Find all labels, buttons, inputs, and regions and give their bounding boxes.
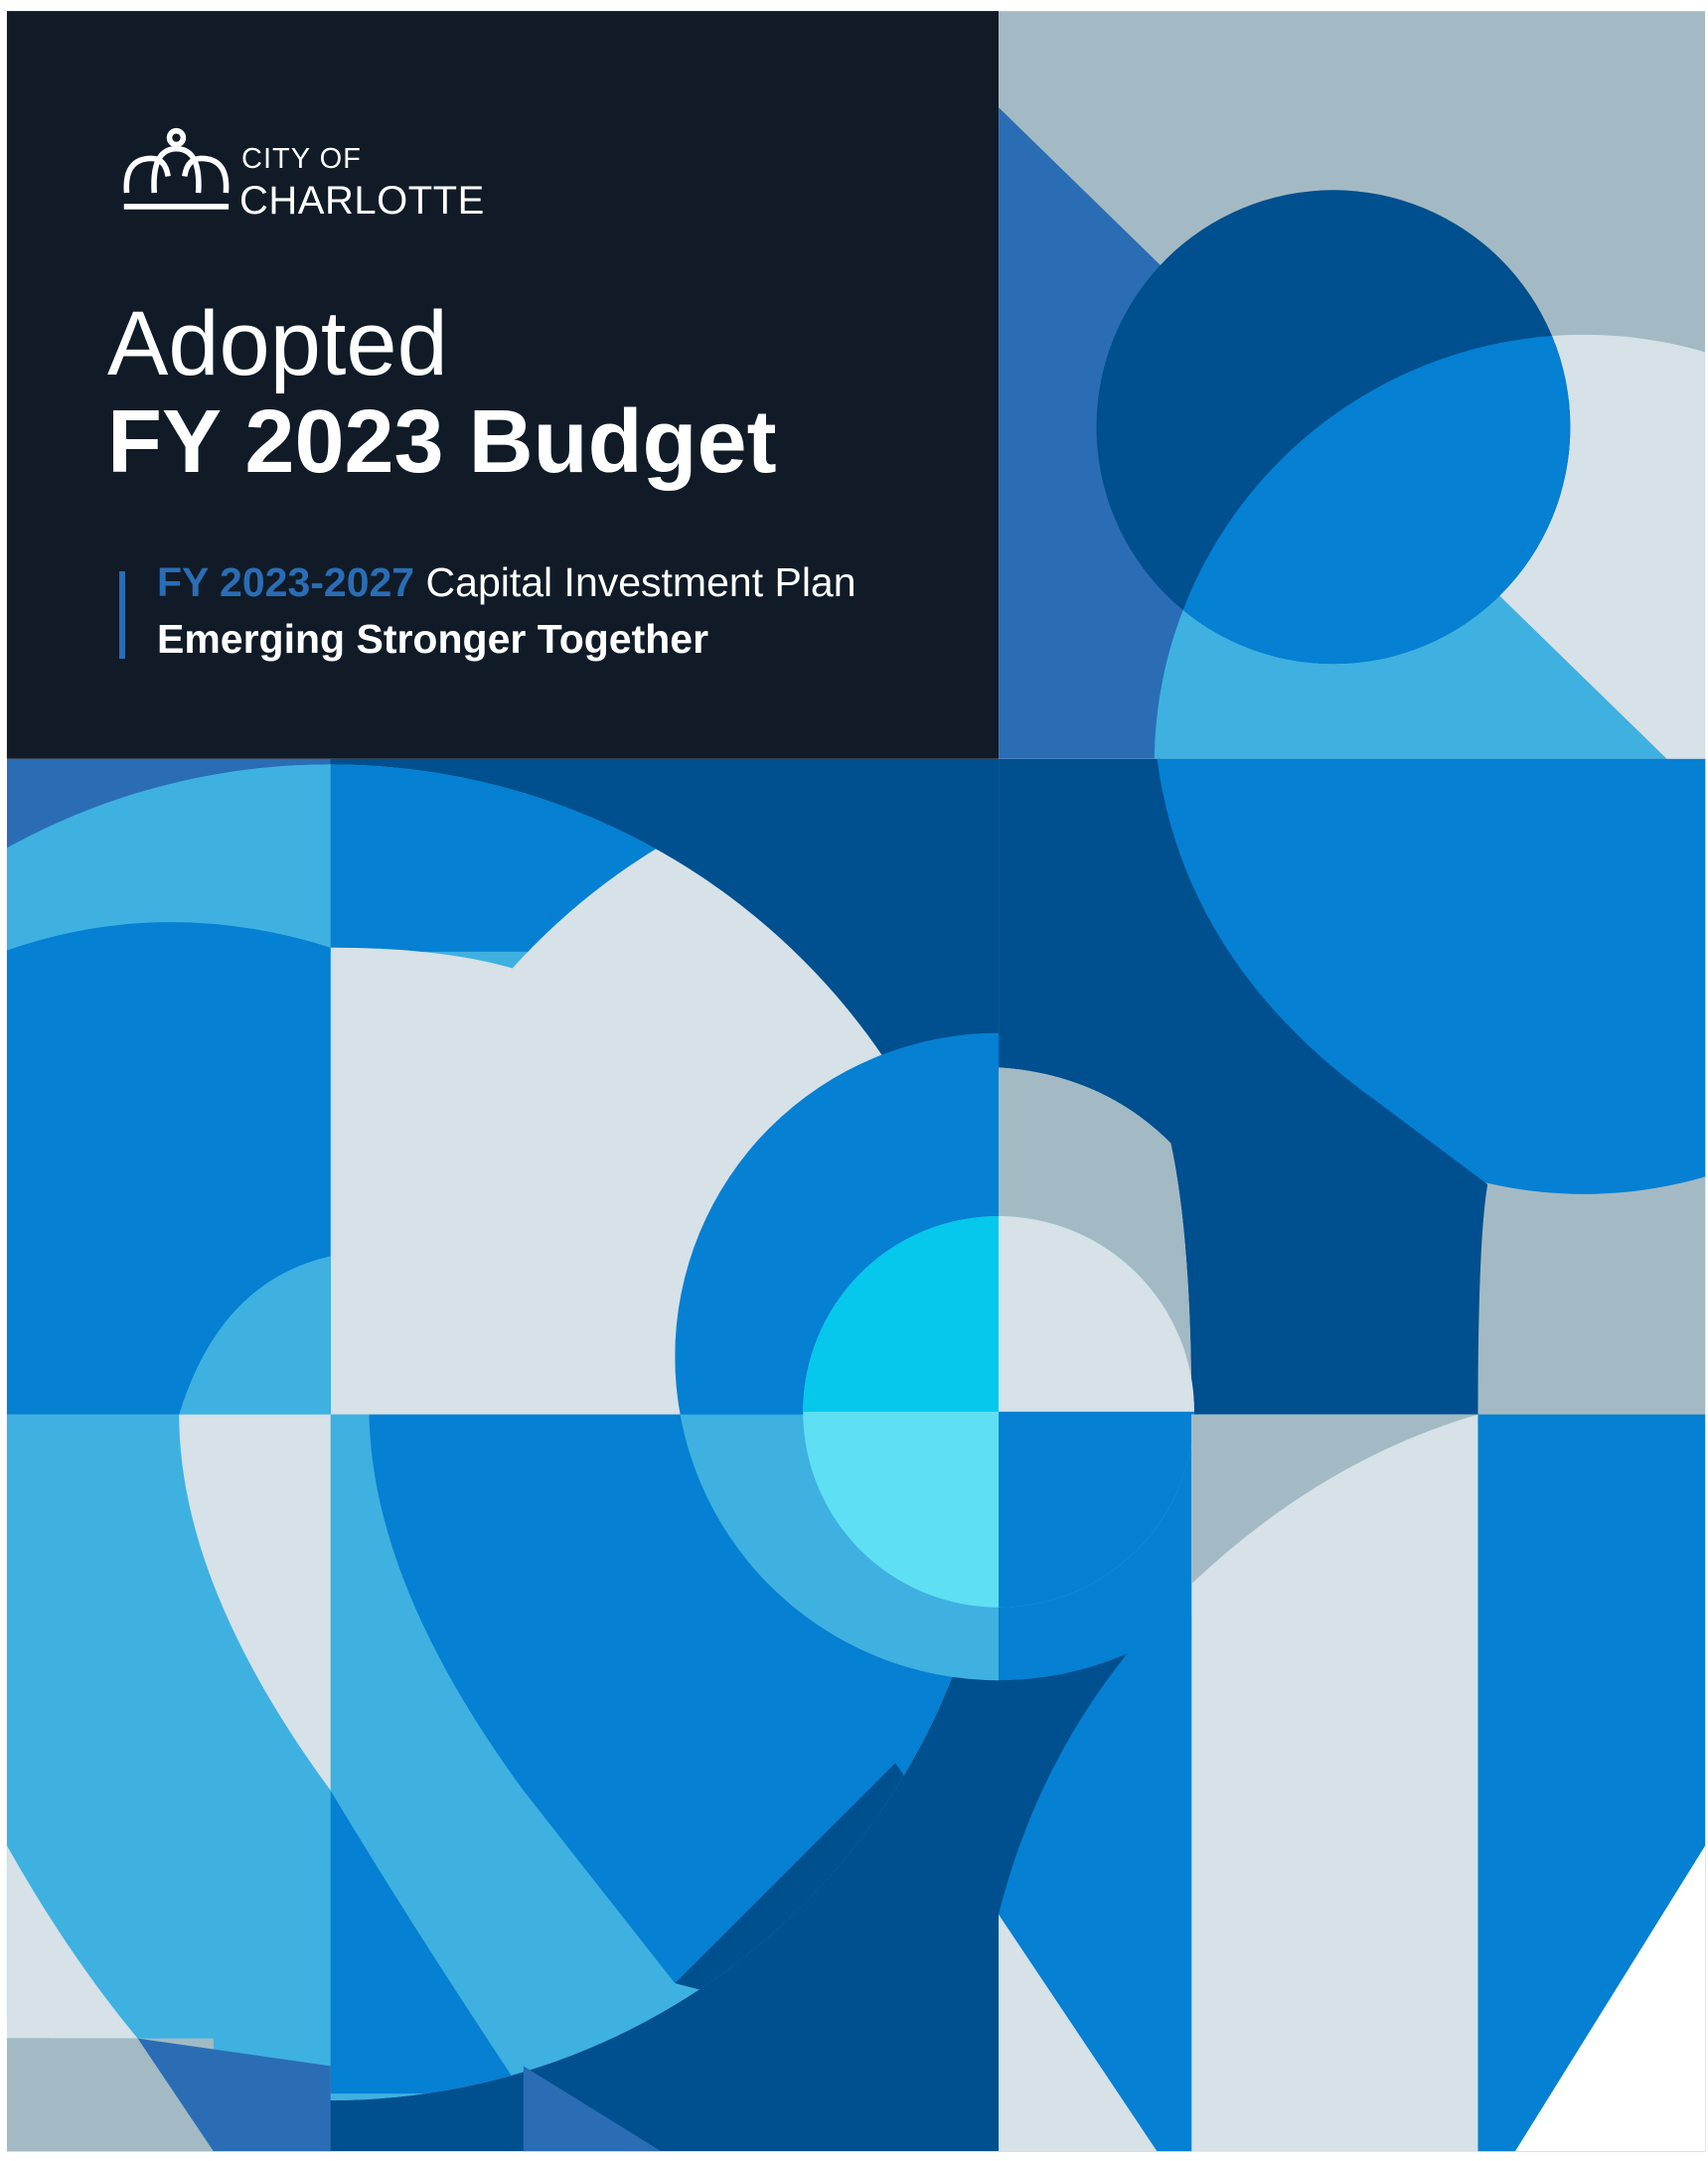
title-line: Adopted: [107, 298, 448, 389]
accent-bar: [119, 571, 125, 659]
logo-line: CHARLOTTE: [239, 181, 485, 221]
subtitle: FY 2023-2027 Capital Investment Plan: [157, 562, 856, 603]
tagline: Emerging Stronger Together: [157, 619, 708, 660]
title-line: FY 2023 Budget: [107, 397, 777, 487]
page: {"logo": {"line1": "CITY OF", "line2": "…: [0, 0, 1708, 2161]
logo-line: CITY OF: [241, 145, 362, 174]
subtitle-text: Capital Investment Plan: [426, 559, 856, 605]
subtitle-highlight: FY 2023-2027: [157, 559, 414, 605]
